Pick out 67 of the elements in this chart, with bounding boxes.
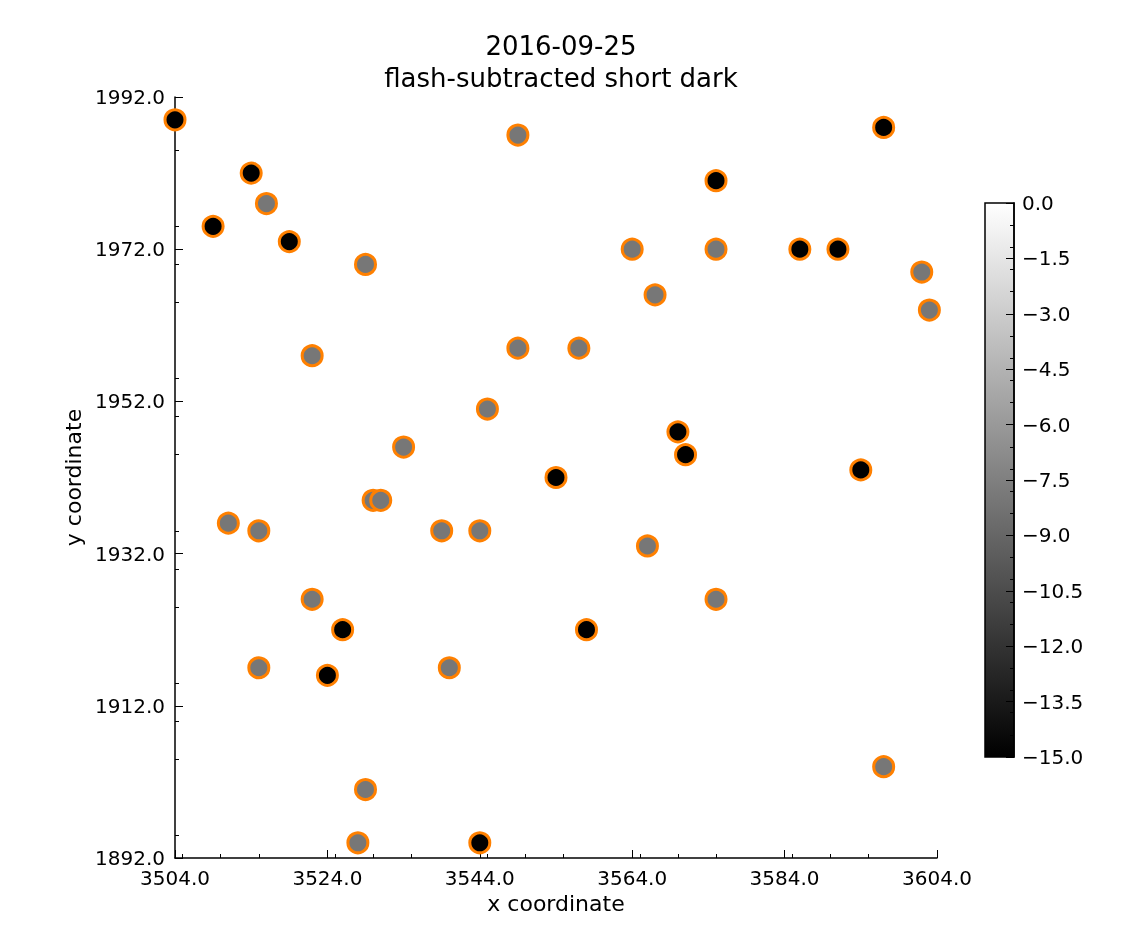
point [849, 458, 873, 482]
point [635, 534, 659, 558]
point [704, 237, 728, 261]
point [354, 252, 377, 276]
point [788, 237, 812, 261]
color-bar-label: −9.0 [1022, 523, 1071, 548]
point [544, 466, 568, 489]
y-tick-label: 1972.0 [95, 237, 165, 262]
point [331, 618, 355, 642]
color-bar-label: 0.0 [1022, 191, 1054, 215]
y-axis-title: y coordinate [60, 408, 86, 547]
point [643, 283, 667, 307]
chart-subtitle: flash-subtracted short dark [384, 63, 738, 93]
color-bar-label: −15.0 [1022, 745, 1084, 769]
point [674, 443, 698, 467]
y-tick-label: 1912.0 [95, 693, 165, 718]
point [620, 237, 644, 261]
color-bar-label: −12.0 [1022, 634, 1084, 659]
point [468, 831, 492, 855]
point [666, 420, 690, 444]
point [437, 656, 461, 680]
y-tick-label: 1992.0 [95, 85, 165, 109]
point [392, 435, 416, 459]
point [468, 519, 492, 543]
point [216, 511, 240, 535]
point [254, 192, 278, 216]
color-bar-label: −6.0 [1022, 412, 1071, 437]
point [354, 778, 377, 801]
x-tick-label: 3604.0 [902, 866, 972, 890]
point [247, 656, 271, 680]
point [575, 618, 598, 642]
color-bar-label: −1.5 [1022, 246, 1071, 271]
point [247, 519, 271, 543]
point [300, 344, 324, 368]
point [475, 397, 499, 421]
point [826, 237, 850, 261]
point [917, 298, 941, 322]
x-tick-label: 3544.0 [444, 866, 515, 890]
point [910, 260, 934, 284]
point [872, 115, 896, 139]
point [872, 755, 896, 779]
point [163, 108, 187, 132]
point [704, 587, 728, 611]
x-tick-label: 3524.0 [292, 866, 363, 890]
x-tick-label: 3584.0 [749, 866, 820, 890]
color-bar-label: −3.0 [1022, 301, 1071, 326]
color-bar-label: −7.5 [1022, 468, 1071, 492]
point [239, 161, 263, 185]
chart-title: 2016-09-25 [485, 31, 637, 61]
point [369, 488, 393, 512]
x-axis-title: x coordinate [487, 891, 625, 917]
color-bar-label: −13.5 [1022, 689, 1084, 714]
color-bar-label: −10.5 [1022, 578, 1084, 603]
point [506, 123, 530, 147]
point [201, 214, 225, 238]
point [567, 336, 591, 360]
point [430, 519, 454, 543]
y-tick-label: 1952.0 [95, 389, 165, 414]
point [300, 587, 324, 611]
y-tick-label: 1932.0 [95, 541, 165, 566]
color-bar-label: −4.5 [1022, 357, 1071, 382]
point [506, 336, 530, 360]
x-tick-label: 3564.0 [597, 866, 668, 890]
point [315, 663, 339, 687]
point [277, 230, 301, 254]
point [704, 169, 728, 193]
point [346, 831, 370, 855]
